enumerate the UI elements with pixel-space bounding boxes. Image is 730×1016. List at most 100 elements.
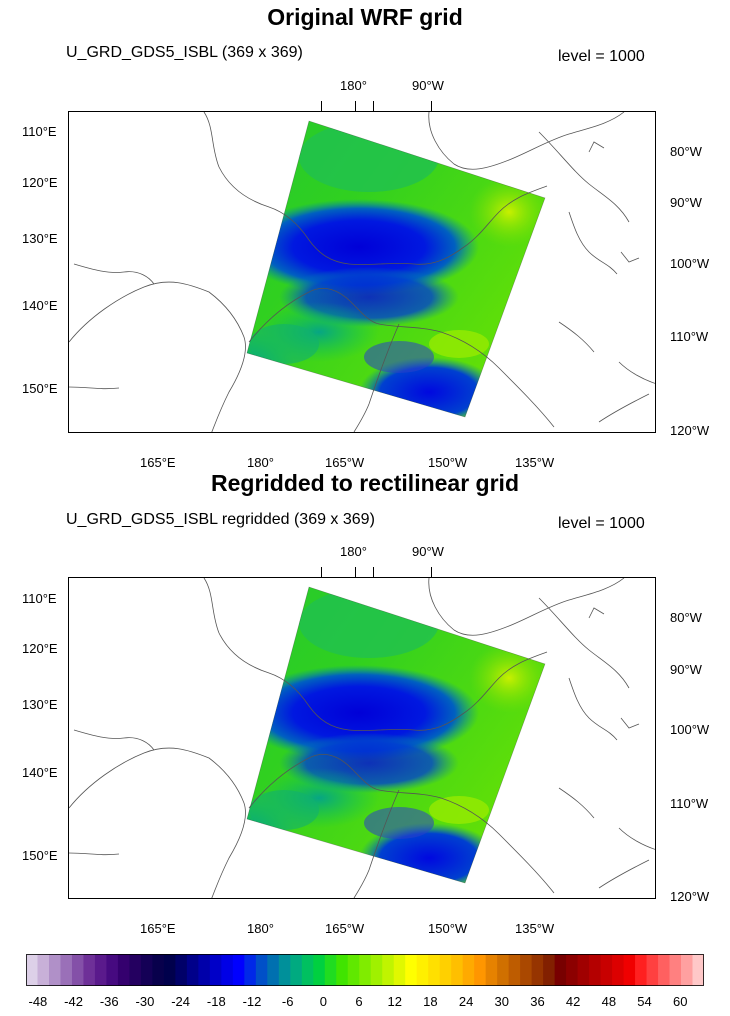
- panel-1-map-svg: [69, 112, 655, 432]
- panel-2-map-svg: [69, 578, 655, 898]
- colorbar-swatch: [71, 954, 85, 986]
- panel-1-right-tick: 90°W: [670, 195, 702, 210]
- colorbar-label: 24: [458, 994, 474, 1009]
- colorbar-swatch: [382, 954, 395, 986]
- colorbar-swatch: [324, 954, 337, 986]
- panel-2-wind-field: [247, 587, 545, 883]
- panel-2-bottom-tick: 180°: [247, 921, 274, 936]
- panel-2-left-tick: 150°E: [22, 848, 58, 863]
- colorbar-swatch: [290, 954, 303, 986]
- panel-1-title: Original WRF grid: [267, 4, 463, 30]
- colorbar-label: 0: [319, 994, 327, 1009]
- colorbar-swatch: [232, 954, 245, 986]
- panel-2-right-string: level = 1000: [558, 515, 645, 532]
- panel-1-left-tick: 130°E: [22, 231, 58, 246]
- colorbar-label: -48: [28, 994, 48, 1009]
- panel-1-left-tick: 150°E: [22, 381, 58, 396]
- colorbar-swatch: [589, 954, 602, 986]
- colorbar-swatch: [485, 954, 498, 986]
- colorbar-swatch: [209, 954, 222, 986]
- colorbar-swatch: [692, 954, 704, 986]
- panel-2-top-tick-90w: 90°W: [412, 544, 444, 559]
- colorbar-swatch: [474, 954, 487, 986]
- colorbar-label: 36: [530, 994, 545, 1009]
- panel-1-right-tick: 100°W: [670, 256, 710, 271]
- panel-2-left-string: U_GRD_GDS5_ISBL regridded (369 x 369): [66, 511, 375, 528]
- panel-1-bottom-tick: 165°W: [325, 455, 365, 470]
- panel-2-left-tick: 130°E: [22, 697, 58, 712]
- panel-2-top-tick-180: 180°: [340, 544, 367, 559]
- colorbar-swatch: [336, 954, 349, 986]
- panel-1-top-tick-90w: 90°W: [412, 78, 444, 93]
- panel-2-top-tickmark: [373, 567, 374, 577]
- panel-1-top-tick-180: 180°: [340, 78, 367, 93]
- colorbar-swatch: [301, 954, 314, 986]
- colorbar-swatch: [129, 954, 142, 986]
- colorbar-label: 30: [494, 994, 510, 1009]
- colorbar-label: 54: [637, 994, 652, 1009]
- colorbar-swatch: [520, 954, 533, 986]
- colorbar-swatch: [462, 954, 475, 986]
- colorbar-swatch: [359, 954, 372, 986]
- colorbar-swatch: [94, 954, 108, 986]
- panel-1-left-tick: 120°E: [22, 175, 58, 190]
- panel-2-bottom-tick: 135°W: [515, 921, 555, 936]
- colorbar-label: -42: [64, 994, 83, 1009]
- panel-2-top-tickmark: [431, 567, 432, 577]
- colorbar-swatch: [531, 954, 544, 986]
- colorbar-swatch: [635, 954, 648, 986]
- colorbar-swatch: [347, 954, 360, 986]
- colorbar-swatch: [60, 954, 73, 986]
- colorbar-swatch: [198, 954, 211, 986]
- panel-1-right-tick: 110°W: [670, 329, 709, 344]
- colorbar: [26, 954, 704, 988]
- panel-2-right-tick: 100°W: [670, 722, 710, 737]
- panel-1-top-tickmark: [431, 101, 432, 111]
- colorbar-swatch: [600, 954, 613, 986]
- colorbar-label: -24: [171, 994, 191, 1009]
- colorbar-swatch: [140, 954, 154, 986]
- colorbar-swatch: [566, 954, 579, 986]
- colorbar-swatch: [543, 954, 556, 986]
- colorbar-swatch: [186, 954, 199, 986]
- colorbar-swatch: [48, 954, 62, 986]
- colorbar-swatch: [612, 954, 625, 986]
- panel-2-coastlines: [69, 578, 655, 898]
- panel-2-left-tick: 120°E: [22, 641, 58, 656]
- colorbar-swatch: [313, 954, 326, 986]
- colorbar-swatch: [451, 954, 464, 986]
- panel-1-map: [68, 111, 656, 433]
- colorbar-label: 12: [387, 994, 402, 1009]
- panel-1-wind-field: [247, 121, 545, 417]
- colorbar-swatch: [623, 954, 636, 986]
- colorbar-swatch: [152, 954, 165, 986]
- colorbar-swatch: [405, 954, 418, 986]
- panel-2-top-tickmark: [321, 567, 322, 577]
- panel-1-bottom-tick: 135°W: [515, 455, 555, 470]
- colorbar-swatch: [244, 954, 257, 986]
- colorbar-swatch: [37, 954, 50, 986]
- panel-2-right-tick: 110°W: [670, 796, 709, 811]
- panel-1-left-tick: 140°E: [22, 298, 58, 313]
- colorbar-swatch: [428, 954, 441, 986]
- panel-1-coastlines: [69, 112, 655, 432]
- panel-1-bottom-tick: 150°W: [428, 455, 468, 470]
- colorbar-swatch: [439, 954, 452, 986]
- colorbar-swatch: [669, 954, 682, 986]
- colorbar-swatch: [175, 954, 188, 986]
- colorbar-swatch: [646, 954, 659, 986]
- panel-2-bottom-tick: 150°W: [428, 921, 468, 936]
- colorbar-label: -12: [242, 994, 262, 1009]
- colorbar-label: 48: [601, 994, 617, 1009]
- panel-2-bottom-tick: 165°W: [325, 921, 365, 936]
- colorbar-label: 6: [355, 994, 363, 1009]
- panel-2-title: Regridded to rectilinear grid: [211, 470, 519, 496]
- panel-1-top-tickmark: [355, 101, 356, 111]
- colorbar-border: [26, 954, 704, 986]
- panel-2-left-tick: 110°E: [22, 591, 57, 606]
- panel-1-top-tickmark: [321, 101, 322, 111]
- panel-1-left-string: U_GRD_GDS5_ISBL (369 x 369): [66, 44, 303, 61]
- colorbar-label: 18: [423, 994, 438, 1009]
- colorbar-label: -6: [281, 994, 294, 1009]
- colorbar-swatch: [681, 954, 694, 986]
